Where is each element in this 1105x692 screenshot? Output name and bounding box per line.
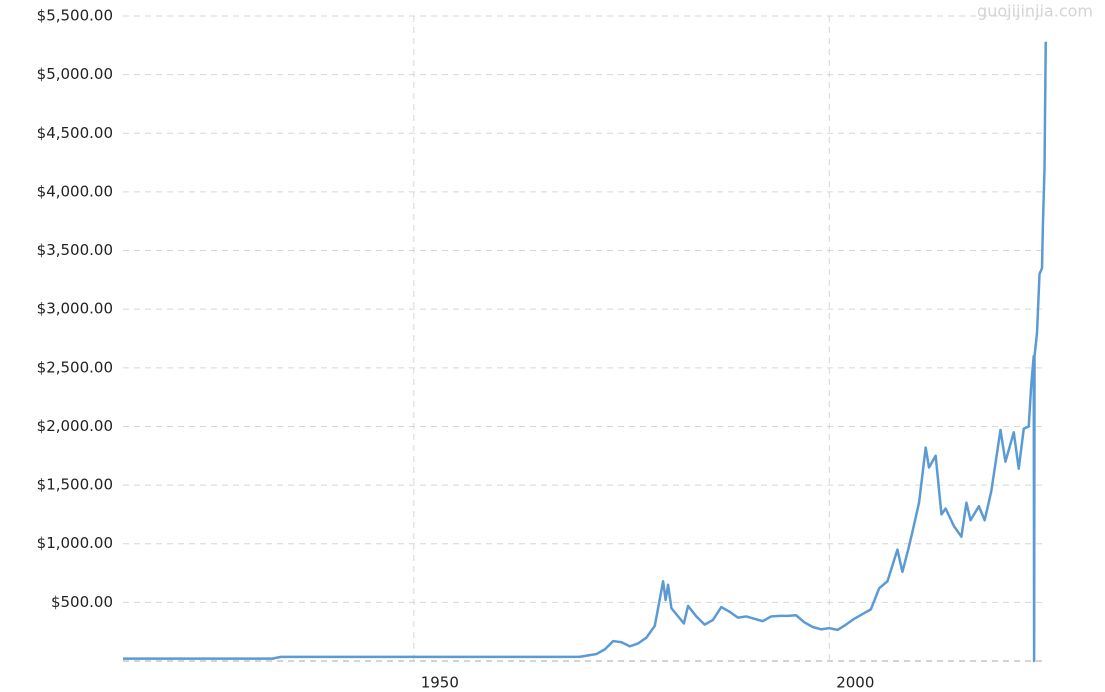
y-tick-label: $4,000.00 xyxy=(37,182,113,200)
y-tick-label: $3,000.00 xyxy=(37,300,113,318)
x-tick-label: 2000 xyxy=(836,674,874,692)
y-tick-label: $5,000.00 xyxy=(37,65,113,83)
watermark: guojijinjia.com xyxy=(977,2,1093,21)
y-tick-label: $2,500.00 xyxy=(37,358,113,376)
y-tick-label: $2,000.00 xyxy=(37,417,113,435)
y-tick-label: $1,500.00 xyxy=(37,476,113,494)
x-tick-label: 1950 xyxy=(421,674,459,692)
y-tick-label: $5,500.00 xyxy=(37,7,113,25)
y-tick-label: $4,500.00 xyxy=(37,124,113,142)
y-tick-label: $3,500.00 xyxy=(37,241,113,259)
series-line xyxy=(123,41,1047,663)
y-tick-label: $1,000.00 xyxy=(37,534,113,552)
y-tick-label: $500.00 xyxy=(51,593,113,611)
